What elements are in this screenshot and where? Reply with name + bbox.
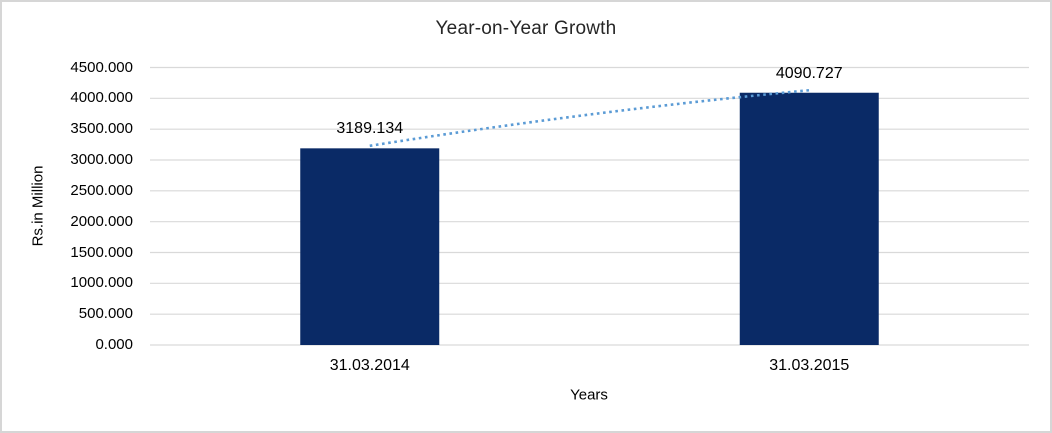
x-axis-title: Years (570, 386, 608, 404)
y-axis-title: Rs.in Million (29, 165, 47, 247)
y-tick-label: 4500.000 (70, 58, 133, 76)
bar (739, 92, 879, 346)
y-tick-label: 2500.000 (70, 181, 133, 199)
x-category-label: 31.03.2015 (769, 357, 850, 374)
bar-data-label: 4090.727 (775, 64, 843, 82)
y-tick-label: 0.000 (95, 336, 133, 353)
bar-data-label: 3189.134 (336, 120, 404, 138)
chart-title: Year-on-Year Growth (435, 18, 617, 39)
y-tick-label: 500.000 (78, 305, 133, 323)
bar (300, 148, 440, 345)
y-tick-label: 1000.000 (70, 274, 133, 292)
y-tick-label: 3500.000 (70, 120, 133, 138)
y-tick-label: 1500.000 (70, 243, 133, 261)
x-category-label: 31.03.2014 (329, 357, 410, 374)
y-tick-label: 4000.000 (70, 89, 133, 107)
y-tick-label: 2000.000 (70, 212, 133, 230)
y-tick-label: 3000.000 (70, 151, 133, 168)
